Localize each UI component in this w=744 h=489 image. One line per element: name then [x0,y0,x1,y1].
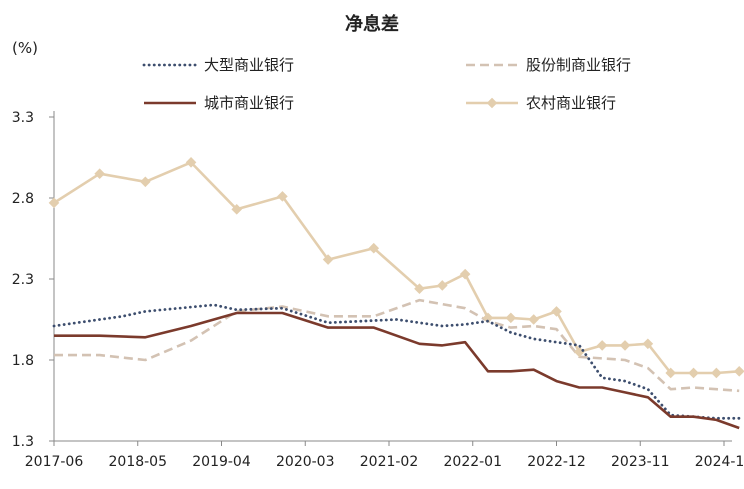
x-tick-label: 2018-05 [109,454,168,470]
y-tick-label: 2.3 [12,272,34,288]
legend-entry: 城市商业银行 [144,94,294,112]
x-tick-label: 2022-12 [527,454,586,470]
x-tick-label: 2024-10 [695,454,744,470]
data-point-marker [185,157,197,168]
data-point-marker [436,280,448,291]
y-tick-label: 1.3 [12,434,34,450]
legend-entry: 大型商业银行 [142,56,294,74]
legend-label: 大型商业银行 [204,56,294,74]
data-point-marker [688,367,699,379]
series-4 [48,157,744,379]
data-point-marker [322,254,334,265]
series-line [52,303,741,420]
data-point-marker [551,306,562,317]
data-point-marker [642,338,654,350]
x-tick-label: 2017-06 [25,454,84,470]
chart-title: 净息差 [345,13,399,35]
legend-label: 农村商业银行 [526,94,616,112]
data-point-marker [459,268,471,280]
data-point-marker [528,314,539,325]
y-axis-unit: (%) [12,39,38,57]
legend-label: 股份制商业银行 [526,56,631,74]
x-tick-label: 2023-11 [611,454,670,470]
data-point-marker [505,312,517,324]
series-line [53,161,740,375]
data-point-marker [231,204,243,215]
data-point-marker [711,367,722,379]
x-tick-label: 2022-01 [444,454,503,470]
data-point-marker [733,366,744,377]
y-tick-label: 1.8 [12,353,34,369]
data-point-marker [140,176,151,188]
data-point-marker [48,197,60,209]
series-line [54,311,740,430]
data-point-marker [94,168,105,180]
data-point-marker [665,367,677,379]
series-2 [54,298,740,393]
data-point-marker [414,283,425,295]
legend-entry: 农村商业银行 [466,94,616,112]
series-1 [52,303,741,420]
x-tick-label: 2021-02 [360,454,419,470]
data-point-marker [619,340,631,351]
y-tick-label: 2.8 [12,191,34,207]
series-line [54,298,740,393]
legend-marker [486,97,498,109]
plot-area: 1.3 1.8 2.3 2.8 3.3 2017-06 2018-05 2019-04 2020… [12,56,744,470]
x-tick-label: 2019-04 [192,454,251,470]
data-point-marker [368,242,380,254]
legend-label: 城市商业银行 [204,94,294,112]
data-point-marker [277,191,288,202]
data-point-marker [596,340,608,351]
series-3 [54,311,740,430]
y-tick-label: 3.3 [12,110,34,126]
legend-entry: 股份制商业银行 [466,56,631,74]
x-tick-label: 2020-03 [276,454,335,470]
